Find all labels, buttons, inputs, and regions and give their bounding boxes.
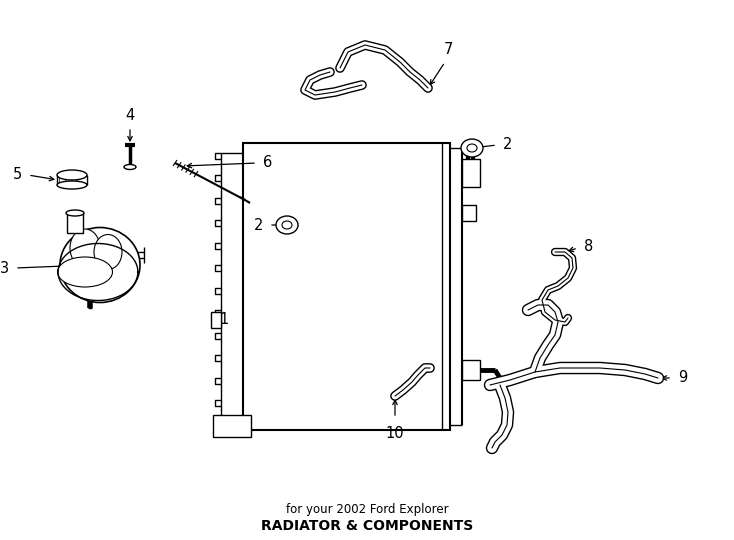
Text: 5: 5 [12,166,22,181]
Text: 2: 2 [503,137,512,152]
Text: 10: 10 [385,426,404,441]
Text: 4: 4 [126,108,134,123]
Text: 9: 9 [678,370,687,386]
Text: 7: 7 [443,42,453,57]
Text: for your 2002 Ford Explorer: for your 2002 Ford Explorer [286,503,448,516]
Ellipse shape [57,170,87,180]
Ellipse shape [70,229,100,267]
Bar [67,213,83,233]
Ellipse shape [66,210,84,216]
Ellipse shape [124,165,136,170]
Ellipse shape [94,234,122,269]
Ellipse shape [461,139,483,157]
Ellipse shape [57,257,112,287]
Ellipse shape [276,216,298,234]
Ellipse shape [57,181,87,189]
Text: 8: 8 [584,239,593,254]
Text: 1: 1 [219,313,228,327]
Bar [211,312,221,328]
Bar [462,205,476,221]
Bar [462,159,480,187]
Bar [462,360,480,380]
Text: 3: 3 [0,261,9,276]
Bar [244,144,442,429]
Ellipse shape [60,227,140,302]
Bar [213,415,251,437]
Bar [243,143,450,430]
Text: RADIATOR & COMPONENTS: RADIATOR & COMPONENTS [261,519,473,533]
Ellipse shape [282,221,292,229]
Text: 6: 6 [263,156,272,170]
Text: 2: 2 [254,218,263,233]
Ellipse shape [467,144,477,152]
